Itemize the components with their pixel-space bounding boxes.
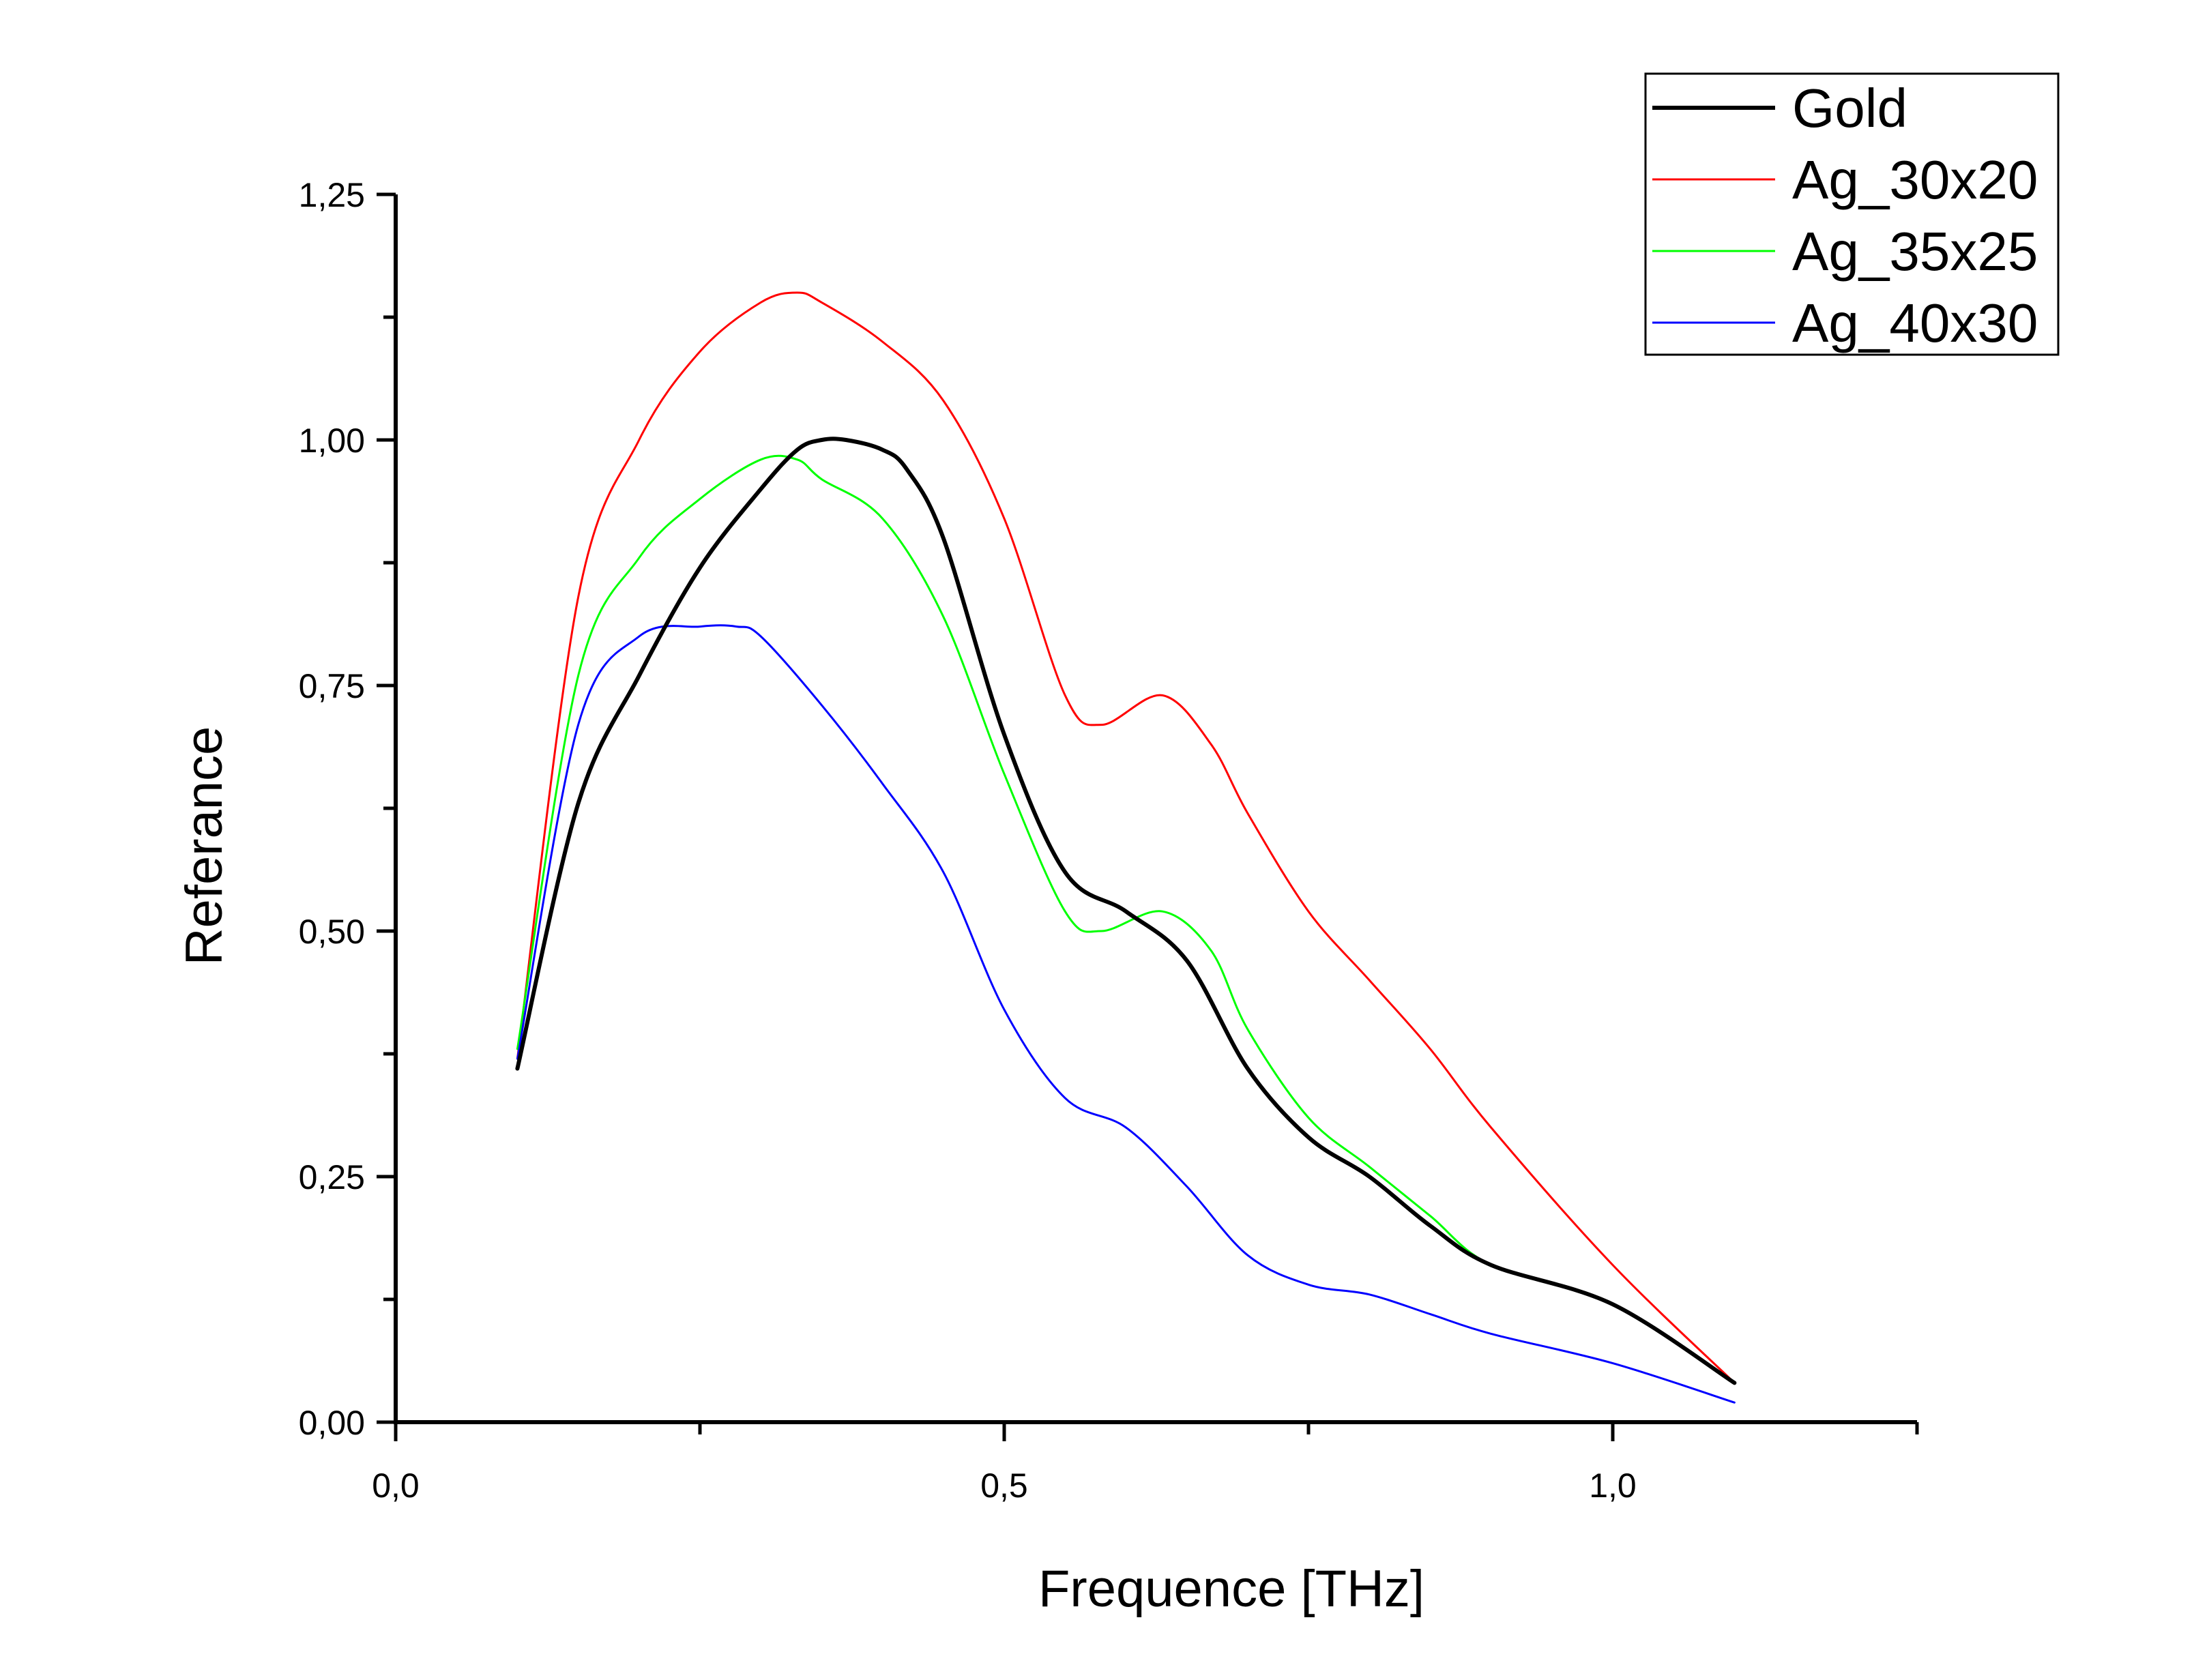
x-tick-label: 0,0	[372, 1467, 420, 1505]
x-tick-label: 1,0	[1589, 1467, 1637, 1505]
legend-label: Ag_35x25	[1792, 221, 2038, 282]
legend-label: Ag_30x20	[1792, 149, 2038, 210]
series-line-ag-30x20	[516, 291, 1736, 1384]
series-layer	[515, 291, 1737, 1404]
series-line-ag-35x25	[516, 454, 1736, 1384]
series-line-gold	[515, 437, 1737, 1385]
y-tick-label: 0,25	[299, 1158, 365, 1196]
y-tick-label: 1,00	[299, 422, 365, 460]
y-tick-label: 0,75	[299, 667, 365, 705]
legend-box	[1644, 72, 2060, 356]
series-line-ag-40x30	[516, 624, 1736, 1404]
y-tick-label: 1,25	[299, 176, 365, 214]
y-tick-label: 0,50	[299, 913, 365, 951]
plot-area: 0,0 0,5 1,0 0,00 0,25 0,50 0,75 1,00 1,25	[299, 176, 1919, 1505]
legend: Gold Ag_30x20 Ag_35x25 Ag_40x30	[1644, 72, 2060, 356]
legend-label: Ag_40x30	[1792, 293, 2038, 353]
legend-label: Gold	[1792, 78, 1907, 138]
x-tick-label: 0,5	[980, 1467, 1028, 1505]
x-axis-title: Frequence [THz]	[1038, 1560, 1424, 1618]
y-axis-title: Referance	[175, 726, 233, 966]
y-tick-label: 0,00	[299, 1404, 365, 1442]
y-ticks: 0,00 0,25 0,50 0,75 1,00 1,25	[299, 176, 396, 1442]
x-ticks: 0,0 0,5 1,0	[372, 1422, 1919, 1505]
